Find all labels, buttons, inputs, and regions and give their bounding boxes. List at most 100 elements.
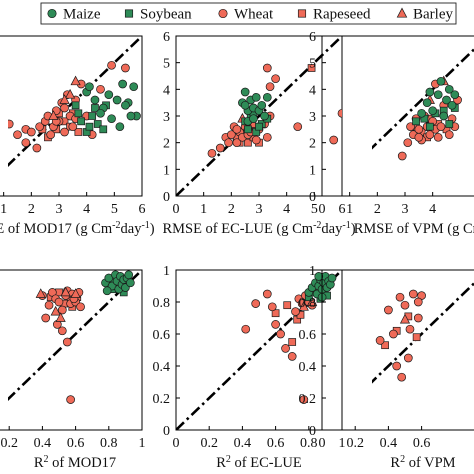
point-maize [436, 76, 446, 86]
point-wheat [267, 302, 277, 312]
point-maize [129, 82, 139, 92]
point-wheat [262, 132, 272, 142]
point-wheat [54, 297, 64, 307]
point-wheat [241, 324, 251, 334]
point-barley [64, 88, 76, 99]
x-tick-label: 5 [111, 202, 118, 217]
point-wheat [35, 122, 44, 132]
point-maize [126, 111, 136, 121]
y-tick-label: 0 [309, 424, 316, 439]
point-wheat [226, 130, 236, 140]
point-maize [240, 87, 250, 97]
point-wheat [392, 361, 402, 371]
plot-frame [321, 269, 474, 431]
point-wheat [291, 307, 300, 316]
x-tick-label: 0 [173, 202, 180, 217]
one-to-one-line [372, 281, 474, 384]
one-to-one-line [372, 47, 474, 150]
point-maize [102, 286, 112, 296]
legend-marker-barley [396, 7, 408, 18]
point-wheat [251, 299, 261, 308]
y-tick-label: 3 [309, 110, 316, 125]
x-tick-label: 0.4 [234, 436, 252, 451]
x-tick-label: 0.4 [380, 436, 398, 451]
point-wheat [433, 132, 443, 142]
point-wheat [66, 395, 75, 404]
point-maize [115, 122, 125, 132]
point-maize [251, 92, 261, 102]
x-tick-label: 0.2 [200, 436, 218, 451]
point-soybean [71, 101, 80, 110]
panel-rmse-vpm: 0 1 2 3 4 0 1 2 3 4 5 6 RMSE of VPM (g Cm-2 [309, 30, 474, 237]
point-maize [260, 111, 269, 121]
y-tick-label: 0.6 [153, 328, 171, 343]
point-wheat [413, 313, 423, 323]
point-wheat [262, 63, 272, 73]
y-tick-label: 1 [163, 264, 170, 279]
legend-marker-maize [47, 8, 57, 19]
point-maize [96, 108, 105, 118]
x-axis-label: E of MOD17 (g Cm-2day-1) [0, 220, 155, 238]
point-wheat [262, 289, 272, 299]
x-tick-label: 6 [139, 202, 146, 217]
x-tick-label: 0.8 [300, 436, 318, 451]
x-tick-label: 0 [319, 436, 326, 451]
scatter-panels: 1 2 3 4 5 6E of MOD17 (g Cm-2day-1)0 1 2 3 4 5 6012… [0, 30, 474, 471]
point-wheat [414, 132, 424, 142]
legend-marker-wheat [218, 8, 228, 19]
point-maize [444, 84, 454, 94]
legend-label-soybean: Soybean [140, 7, 192, 23]
point-wheat [96, 84, 105, 94]
legend-marker-rapeseed [297, 9, 307, 18]
y-tick-label: 0 [163, 190, 170, 205]
point-wheat [57, 326, 67, 336]
x-tick-label: 4 [283, 202, 290, 217]
point-wheat [414, 124, 424, 134]
point-wheat [405, 324, 415, 334]
point-soybean [255, 122, 263, 131]
x-tick-label: 0.4 [34, 436, 52, 451]
plot-frame [0, 269, 143, 431]
point-wheat [389, 329, 398, 339]
point-wheat [408, 289, 418, 299]
y-tick-label: 4 [309, 83, 316, 98]
point-maize [425, 87, 435, 97]
point-wheat [397, 151, 407, 161]
x-tick-label: 5 [311, 202, 318, 217]
point-barley [298, 301, 309, 311]
y-tick-label: 5 [163, 57, 170, 72]
point-wheat [62, 337, 72, 347]
point-maize [121, 100, 130, 110]
point-maize [442, 95, 451, 105]
x-tick-label: 1 [339, 436, 346, 451]
point-maize [118, 79, 127, 89]
one-to-one-line [8, 270, 142, 401]
point-barley [307, 296, 318, 306]
point-maize [112, 95, 122, 105]
point-maize [327, 273, 337, 283]
x-tick-label: 2 [228, 202, 235, 217]
y-tick-label: 3 [163, 110, 170, 125]
legend-label-rapeseed: Rapeseed [313, 7, 371, 23]
point-barley [59, 94, 70, 104]
point-barley [50, 305, 61, 316]
point-soybean [77, 117, 85, 126]
point-wheat [32, 143, 42, 153]
point-barley [70, 288, 81, 298]
one-to-one-line [176, 36, 342, 196]
panel-r2-vpm: 0 0.2 0.4 0.6 0 0.2 0.4 0.6 0.8 1 R2 of VPM [299, 264, 474, 471]
point-wheat [224, 138, 233, 148]
x-tick-label: 1 [139, 436, 146, 451]
y-tick-label: 6 [309, 30, 316, 45]
y-tick-label: 0 [309, 190, 316, 205]
point-rapeseed [381, 341, 389, 350]
y-tick-label: 0.4 [299, 360, 317, 375]
point-wheat [13, 130, 22, 140]
point-rapeseed [412, 333, 421, 342]
point-wheat [251, 135, 261, 145]
x-tick-label: 0 [319, 202, 326, 217]
point-barley [55, 312, 66, 322]
point-wheat [57, 305, 67, 315]
